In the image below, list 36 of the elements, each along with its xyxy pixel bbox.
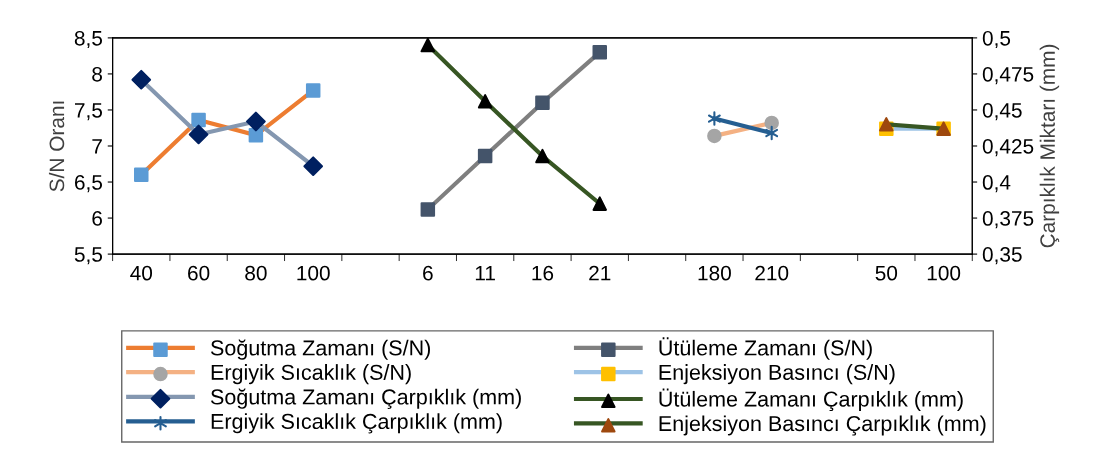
y-tick-label: 6 bbox=[92, 211, 102, 226]
x-tick-label: 11 bbox=[475, 265, 495, 281]
x-tick-label: 60 bbox=[188, 265, 210, 281]
legend-label: Enjeksiyon Basıncı (S/N) bbox=[659, 364, 895, 385]
legend-label: Ergiyik Sıcaklık (S/N) bbox=[211, 364, 411, 385]
y-tick-label: 7 bbox=[92, 139, 102, 154]
x-tick-label: 21 bbox=[589, 265, 611, 281]
legend-label: Enjeksiyon Basıncı Çarpıklık (mm) bbox=[659, 415, 986, 436]
legend-label: Soğutma Zamanı (S/N) bbox=[210, 339, 430, 360]
y-tick-label: 5,5 bbox=[74, 247, 103, 265]
y2-tick-label: 0,375 bbox=[982, 211, 1034, 229]
legend-label: Ergiyik Sıcaklık Çarpıklık (mm) bbox=[211, 413, 502, 434]
x-tick-label: 210 bbox=[755, 265, 789, 281]
x-tick-label: 80 bbox=[245, 265, 267, 281]
x-tick-label: 6 bbox=[423, 265, 433, 281]
legend-label: Ütüleme Zamanı (S/N) bbox=[659, 337, 872, 360]
legend-label: Ütüleme Zamanı Çarpıklık (mm) bbox=[659, 388, 963, 412]
x-tick-label: 180 bbox=[698, 265, 731, 281]
y-tick-label: 8,5 bbox=[74, 30, 103, 49]
x-tick-label: 50 bbox=[875, 265, 898, 281]
y2-tick-label: 0,5 bbox=[982, 30, 1011, 49]
y2-tick-label: 0,45 bbox=[982, 102, 1022, 121]
y2-axis-title: Çarpıklık Miktarı (mm) bbox=[1039, 44, 1060, 248]
y-tick-label: 8 bbox=[92, 66, 102, 82]
x-tick-label: 100 bbox=[927, 265, 961, 281]
x-tick-label: 40 bbox=[130, 265, 153, 281]
y-tick-label: 6,5 bbox=[74, 175, 103, 193]
y-axis-title: S/N Oranı bbox=[48, 101, 65, 192]
y2-tick-label: 0,4 bbox=[982, 175, 1011, 193]
y2-tick-label: 0,475 bbox=[982, 66, 1034, 85]
y2-tick-label: 0,35 bbox=[982, 247, 1022, 265]
x-tick-label: 100 bbox=[297, 265, 330, 281]
x-tick-label: 16 bbox=[532, 265, 554, 281]
y-tick-label: 7,5 bbox=[75, 103, 103, 121]
legend-label: Soğutma Zamanı Çarpıklık (mm) bbox=[210, 388, 521, 409]
y2-tick-label: 0,425 bbox=[982, 138, 1034, 157]
